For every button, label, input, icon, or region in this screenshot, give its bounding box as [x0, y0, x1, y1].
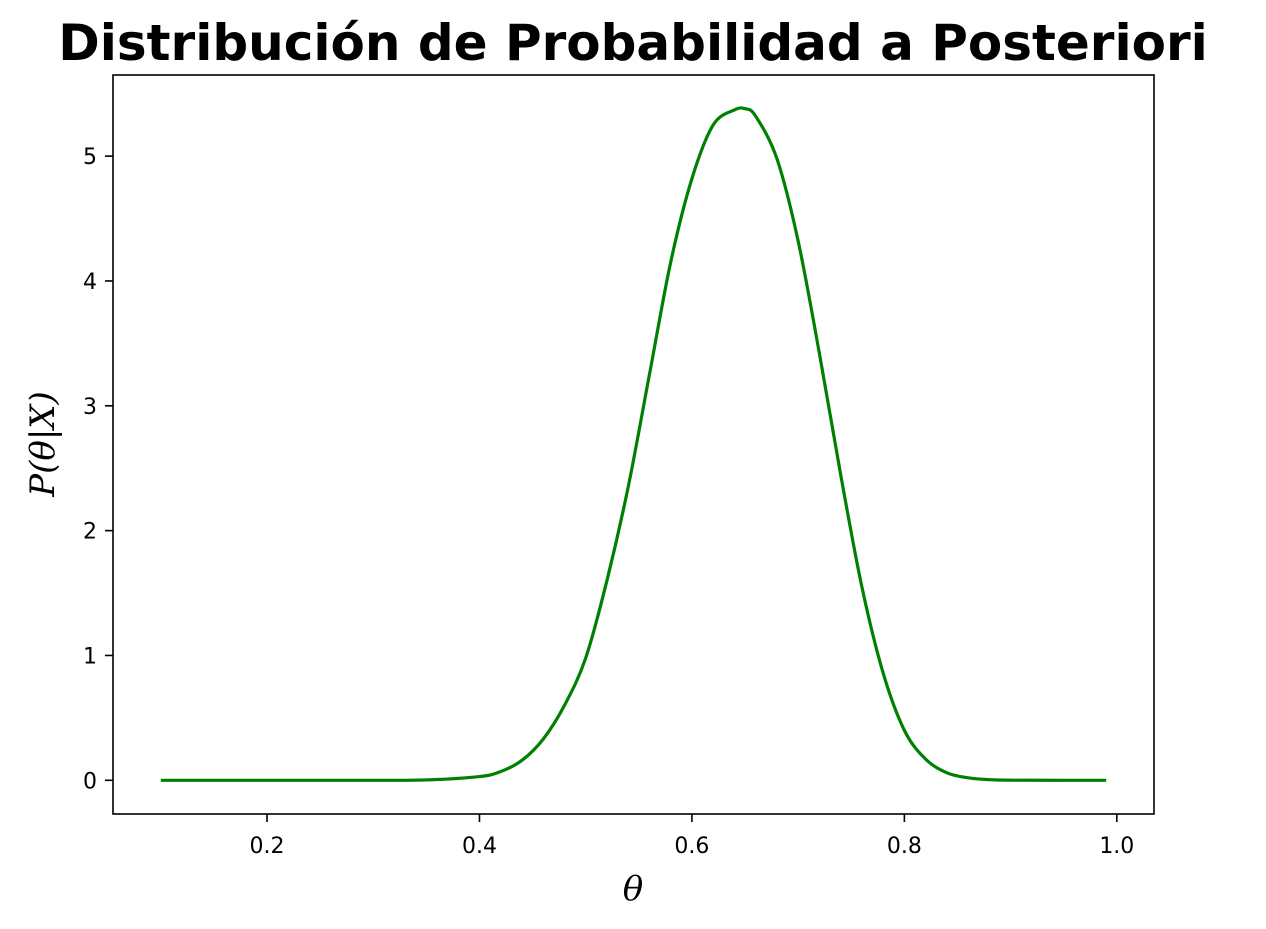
x-tick-label: 0.2 [250, 834, 285, 859]
plot-area-frame [112, 74, 1155, 815]
y-tick-label: 3 [83, 395, 97, 420]
posterior-density-line [160, 106, 1107, 782]
y-tick-label: 5 [83, 145, 97, 170]
y-axis-label: P(θ|X) [23, 391, 63, 498]
y-tick-label: 4 [83, 270, 97, 295]
chart-title: Distribución de Probabilidad a Posterior… [58, 14, 1208, 72]
y-tick-label: 2 [83, 520, 97, 545]
x-tick-label: 0.6 [674, 834, 709, 859]
x-tick-label: 1.0 [1099, 834, 1134, 859]
y-axis-ticks: 0 1 2 3 4 5 [83, 145, 113, 794]
y-tick-label: 0 [83, 769, 97, 794]
x-axis-label: θ [623, 869, 643, 909]
x-axis-ticks: 0.2 0.4 0.6 0.8 1.0 [250, 814, 1134, 859]
series-layer [160, 106, 1107, 782]
x-tick-label: 0.8 [887, 834, 922, 859]
x-tick-label: 0.4 [462, 834, 497, 859]
y-tick-label: 1 [83, 644, 97, 669]
